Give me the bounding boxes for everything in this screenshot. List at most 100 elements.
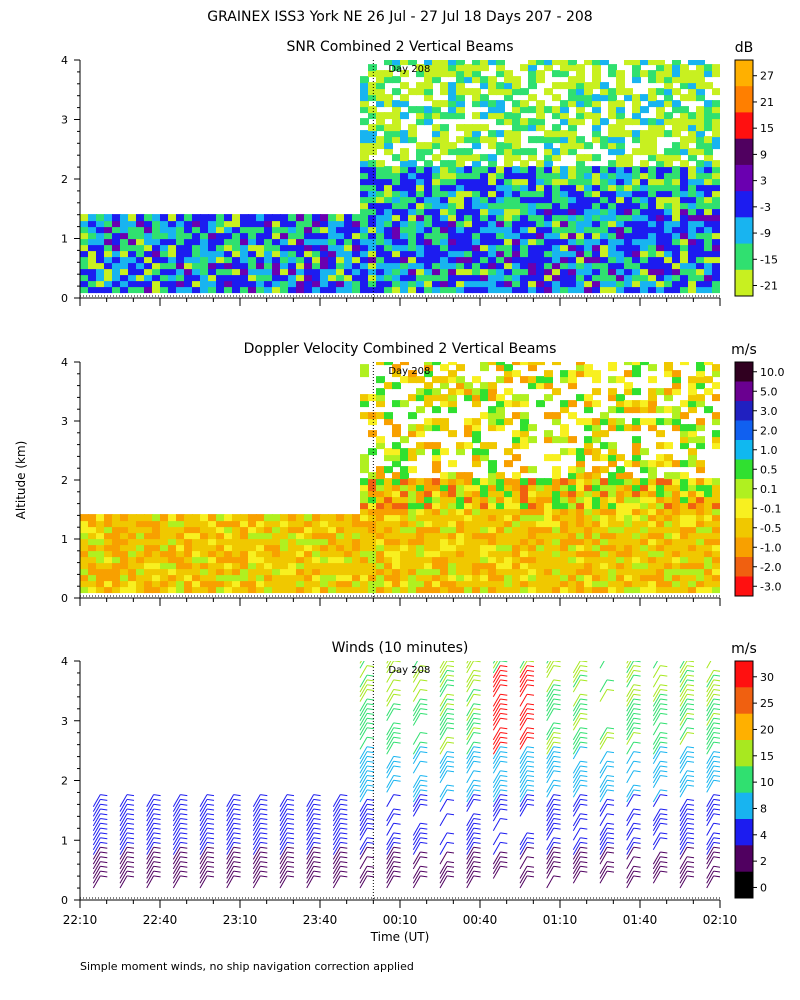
heatmap-cell	[176, 556, 185, 564]
heatmap-cell	[704, 184, 713, 192]
wind-barb	[252, 827, 261, 841]
heatmap-cell	[592, 82, 601, 90]
wind-barb	[492, 818, 501, 831]
heatmap-cell	[336, 538, 345, 546]
heatmap-cell	[680, 490, 689, 498]
heatmap-cell	[528, 196, 537, 204]
heatmap-cell	[648, 514, 657, 522]
heatmap-cell	[688, 526, 697, 534]
heatmap-cell	[312, 268, 321, 276]
wind-barb	[199, 823, 208, 836]
colorbar-tick-label: 10.0	[760, 366, 785, 379]
heatmap-cell	[280, 556, 289, 564]
heatmap-cell	[272, 280, 281, 288]
heatmap-cell	[408, 514, 417, 522]
heatmap-cell	[304, 268, 313, 276]
heatmap-cell	[584, 436, 593, 444]
heatmap-cell	[512, 562, 521, 570]
heatmap-cell	[216, 232, 225, 240]
heatmap-cell	[440, 550, 449, 558]
heatmap-cell	[520, 502, 529, 510]
heatmap-cell	[496, 190, 505, 198]
heatmap-cell	[688, 76, 697, 84]
heatmap-cell	[264, 232, 273, 240]
wind-barb-flag	[100, 832, 108, 835]
wind-barb	[119, 823, 128, 836]
heatmap-cell	[440, 274, 449, 282]
heatmap-cell	[432, 394, 441, 402]
heatmap-cell	[448, 538, 457, 546]
heatmap-cell	[624, 532, 633, 540]
heatmap-cell	[440, 538, 449, 546]
heatmap-cell	[336, 226, 345, 234]
heatmap-cell	[696, 514, 705, 522]
heatmap-cell	[656, 550, 665, 558]
heatmap-cell	[472, 490, 481, 498]
heatmap-cell	[600, 184, 609, 192]
y-tick-label: 1	[61, 533, 68, 546]
heatmap-cell	[200, 538, 209, 546]
wind-barb	[359, 684, 368, 698]
heatmap-cell	[480, 166, 489, 174]
heatmap-cell	[344, 562, 353, 570]
wind-barb	[332, 827, 341, 841]
heatmap-cell	[224, 274, 233, 282]
heatmap-cell	[240, 226, 249, 234]
heatmap-cell	[344, 214, 353, 222]
wind-barb-flag	[633, 693, 641, 696]
heatmap-cell	[664, 478, 673, 486]
heatmap-cell	[600, 484, 609, 492]
wind-barb-flag	[580, 693, 588, 696]
wind-barb	[492, 746, 501, 760]
heatmap-cell	[216, 520, 225, 528]
heatmap-cell	[584, 496, 593, 504]
heatmap-cell	[568, 436, 577, 444]
heatmap-cell	[368, 514, 377, 522]
wind-barb	[412, 832, 421, 846]
heatmap-cell	[328, 550, 337, 558]
heatmap-cell	[472, 568, 481, 576]
heatmap-cell	[440, 256, 449, 264]
heatmap-cell	[640, 214, 649, 222]
heatmap-cell	[664, 544, 673, 552]
wind-barb-flag	[500, 651, 507, 652]
wind-barb-flag	[446, 870, 455, 873]
heatmap-cell	[600, 418, 609, 426]
heatmap-cell	[104, 250, 113, 258]
wind-barb	[279, 870, 288, 884]
heatmap-cell	[424, 478, 433, 486]
heatmap-cell	[656, 430, 665, 438]
heatmap-cell	[680, 484, 689, 492]
heatmap-cell	[672, 484, 681, 492]
wind-barb-flag	[500, 727, 508, 730]
heatmap-cell	[432, 184, 441, 192]
heatmap-cell	[712, 88, 720, 96]
heatmap-cell	[336, 250, 345, 258]
wind-barb-flag	[100, 822, 108, 825]
heatmap-cell	[104, 232, 113, 240]
wind-barb-flag	[340, 841, 348, 844]
heatmap-cell	[680, 94, 689, 102]
heatmap-cell	[392, 130, 401, 138]
wind-barb	[386, 851, 395, 865]
heatmap-cell	[688, 178, 697, 186]
heatmap-cell	[616, 220, 625, 228]
wind-barb-flag	[553, 818, 561, 820]
wind-barb	[306, 870, 315, 884]
heatmap-cell	[656, 100, 665, 108]
wind-barb-flag	[100, 861, 108, 864]
wind-barb-flag	[313, 870, 321, 873]
heatmap-cell	[592, 274, 601, 282]
heatmap-cell	[400, 184, 409, 192]
heatmap-cell	[616, 112, 625, 120]
heatmap-cell	[568, 268, 577, 276]
wind-barb-flag	[633, 841, 641, 844]
heatmap-cell	[264, 586, 273, 594]
heatmap-cell	[360, 580, 369, 588]
heatmap-cell	[536, 178, 545, 186]
heatmap-cell	[536, 76, 545, 84]
heatmap-cell	[464, 124, 473, 132]
heatmap-cell	[584, 556, 593, 564]
heatmap-cell	[584, 568, 593, 576]
heatmap-cell	[616, 280, 625, 288]
